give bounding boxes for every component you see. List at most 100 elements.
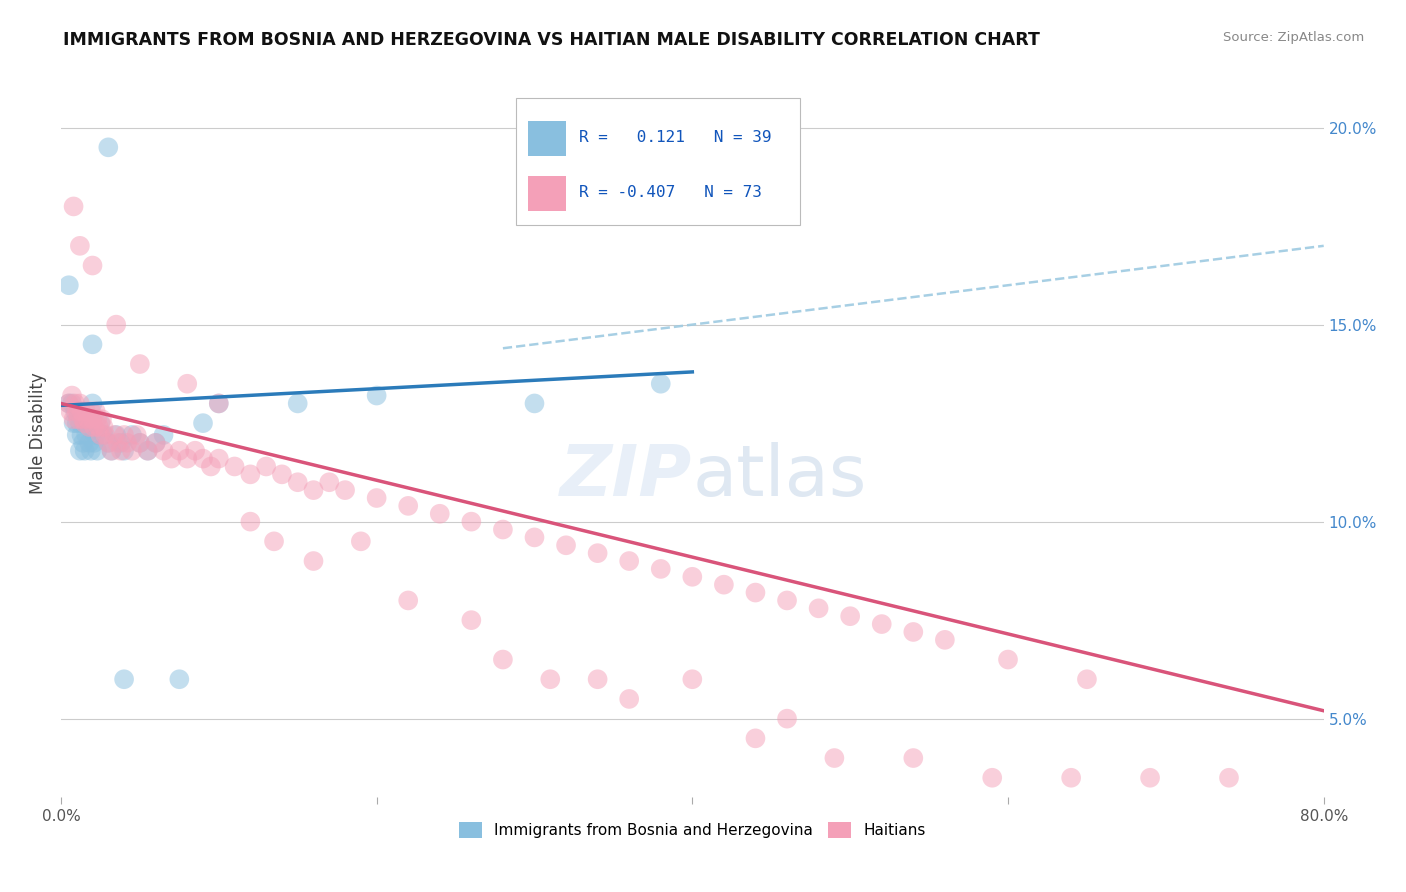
Point xyxy=(870,617,893,632)
Point xyxy=(239,467,262,482)
Point xyxy=(997,652,1019,666)
Point xyxy=(1139,771,1161,785)
Point xyxy=(112,443,135,458)
Point xyxy=(903,624,925,639)
Point xyxy=(1076,672,1098,686)
Point xyxy=(145,435,167,450)
Text: ZIP: ZIP xyxy=(560,442,692,511)
Point xyxy=(586,546,609,560)
Point xyxy=(744,731,766,746)
Point xyxy=(97,435,120,450)
Point xyxy=(63,404,86,418)
Point xyxy=(66,404,89,418)
Point xyxy=(318,475,340,490)
Point xyxy=(396,499,419,513)
FancyBboxPatch shape xyxy=(529,176,567,211)
Point xyxy=(145,435,167,450)
Point xyxy=(82,259,104,273)
Point xyxy=(396,593,419,607)
Point xyxy=(523,396,546,410)
Point xyxy=(67,412,90,426)
Point xyxy=(82,396,104,410)
Point xyxy=(823,751,845,765)
Point xyxy=(208,396,231,410)
Point xyxy=(366,491,388,505)
Point xyxy=(73,416,96,430)
Point xyxy=(366,388,388,402)
Point xyxy=(110,435,132,450)
Point xyxy=(681,672,703,686)
Point xyxy=(86,443,108,458)
Point xyxy=(82,412,104,426)
Point xyxy=(62,416,84,430)
Point xyxy=(62,412,84,426)
Point xyxy=(136,443,159,458)
Point xyxy=(460,613,482,627)
Point xyxy=(191,451,214,466)
Point xyxy=(619,554,641,568)
Text: R =   0.121   N = 39: R = 0.121 N = 39 xyxy=(579,130,770,145)
Point xyxy=(713,577,735,591)
Point xyxy=(93,428,115,442)
Point xyxy=(89,416,111,430)
Point xyxy=(200,459,222,474)
Point xyxy=(981,771,1004,785)
Point xyxy=(97,140,120,154)
Point xyxy=(460,515,482,529)
Point xyxy=(75,404,97,418)
Point xyxy=(80,404,103,418)
Point xyxy=(128,357,150,371)
Point xyxy=(83,420,105,434)
Point xyxy=(903,751,925,765)
Point xyxy=(104,428,127,442)
Point xyxy=(59,404,82,418)
Point xyxy=(224,459,246,474)
Point xyxy=(58,278,80,293)
Point xyxy=(76,416,98,430)
Point xyxy=(650,376,672,391)
Point xyxy=(776,712,799,726)
Y-axis label: Male Disability: Male Disability xyxy=(30,372,46,494)
Point xyxy=(63,396,86,410)
Point xyxy=(176,376,198,391)
Point xyxy=(100,443,122,458)
Point xyxy=(681,570,703,584)
Point xyxy=(72,412,94,426)
Point xyxy=(208,451,231,466)
Point xyxy=(538,672,561,686)
Point xyxy=(105,318,128,332)
Point xyxy=(254,459,277,474)
Point xyxy=(271,467,294,482)
Point xyxy=(287,396,309,410)
Point xyxy=(69,416,91,430)
Point xyxy=(110,443,132,458)
Point xyxy=(87,420,110,434)
Point xyxy=(97,435,120,450)
Point xyxy=(169,443,191,458)
Text: atlas: atlas xyxy=(692,442,866,511)
Point xyxy=(169,672,191,686)
Point xyxy=(121,443,143,458)
Point xyxy=(60,396,83,410)
Point xyxy=(263,534,285,549)
Point xyxy=(1218,771,1240,785)
Point xyxy=(86,412,108,426)
Point xyxy=(239,515,262,529)
Point xyxy=(619,692,641,706)
Point xyxy=(73,443,96,458)
Point xyxy=(523,530,546,544)
Point xyxy=(744,585,766,599)
Point xyxy=(160,451,183,466)
Point xyxy=(429,507,451,521)
Point xyxy=(1060,771,1083,785)
Point xyxy=(302,483,325,497)
Point xyxy=(100,443,122,458)
Point xyxy=(91,412,114,426)
Point xyxy=(93,420,115,434)
Point xyxy=(128,435,150,450)
Legend: Immigrants from Bosnia and Herzegovina, Haitians: Immigrants from Bosnia and Herzegovina, … xyxy=(453,816,932,845)
Point xyxy=(128,435,150,450)
Point xyxy=(776,593,799,607)
Point xyxy=(492,523,515,537)
Point xyxy=(69,396,91,410)
